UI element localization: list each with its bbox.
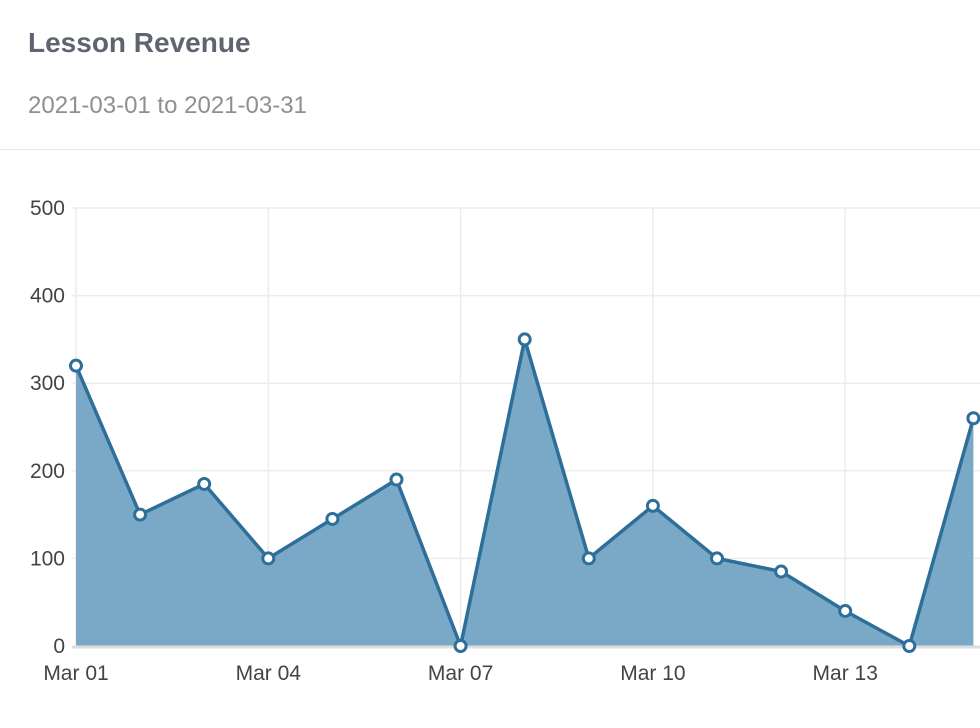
data-point xyxy=(710,551,724,566)
y-tick-label: 300 xyxy=(30,372,65,395)
data-point xyxy=(838,603,853,618)
y-tick-label: 400 xyxy=(30,285,65,308)
date-range: 2021-03-01 to 2021-03-31 xyxy=(28,92,307,119)
data-point xyxy=(197,476,212,491)
card-header: Lesson Revenue 2021-03-01 to 2021-03-31 xyxy=(0,0,980,150)
x-tick-label: Mar 13 xyxy=(813,662,878,685)
revenue-area xyxy=(76,339,974,646)
data-point xyxy=(325,511,340,526)
x-tick-label: Mar 10 xyxy=(620,662,685,685)
data-point xyxy=(581,551,596,566)
data-point xyxy=(774,564,789,579)
data-point xyxy=(453,639,468,653)
data-point xyxy=(133,507,148,522)
x-tick-label: Mar 01 xyxy=(43,662,108,685)
data-point xyxy=(966,411,980,426)
y-tick-label: 200 xyxy=(30,460,65,483)
x-tick-label: Mar 04 xyxy=(236,662,302,685)
data-point xyxy=(517,332,532,347)
data-point xyxy=(69,358,83,373)
chart-title: Lesson Revenue xyxy=(28,27,251,58)
data-point xyxy=(902,639,917,653)
data-point xyxy=(389,472,404,487)
revenue-area-chart: 0 100 200 300 400 500 Mar 01 Mar 04 Mar 07 Mar 10… xyxy=(30,197,980,685)
y-tick-label: 0 xyxy=(53,635,65,658)
data-point xyxy=(645,498,660,513)
data-point xyxy=(261,551,276,566)
x-tick-label: Mar 07 xyxy=(428,662,493,685)
y-tick-label: 100 xyxy=(30,547,65,570)
y-tick-label: 500 xyxy=(30,197,65,220)
